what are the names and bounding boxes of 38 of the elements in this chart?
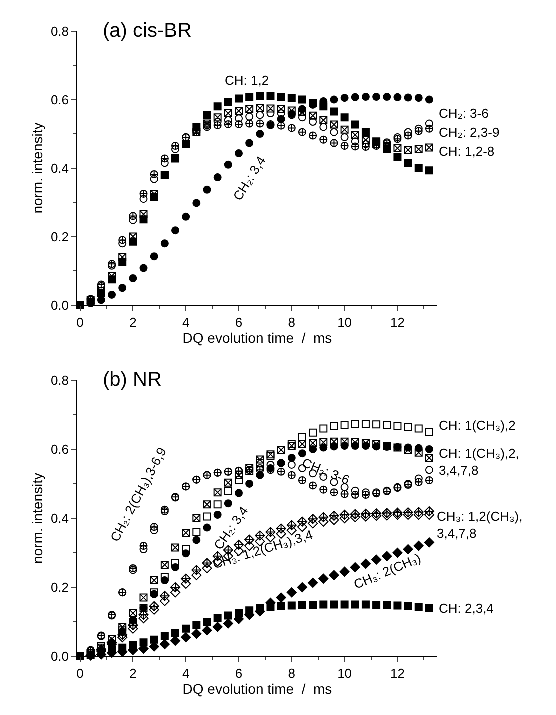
x-tick-label: 12 xyxy=(390,314,405,330)
y-tick-label: 0.4 xyxy=(50,511,70,526)
series-label: CH: 1(CH₃),2, 3,4,7,8 xyxy=(439,446,520,478)
x-tick-label: 4 xyxy=(182,666,190,682)
y-tick-label: 0.0 xyxy=(50,649,70,664)
x-tick-label: 2 xyxy=(130,314,137,330)
x-tick-label: 6 xyxy=(235,314,243,330)
x-tick-label: 10 xyxy=(338,314,352,330)
x-tick-label: 10 xyxy=(338,666,352,682)
series-label: CH₂: 3-6 xyxy=(439,106,489,121)
series-label: CH: 1,2 xyxy=(225,73,270,88)
y-tick-label: 0.2 xyxy=(50,580,70,596)
x-tick-label: 12 xyxy=(390,666,405,682)
x-tick-label: 2 xyxy=(130,666,137,682)
x-tick-label: 8 xyxy=(288,666,296,682)
x-axis-title: DQ evolution time / ms xyxy=(182,681,332,698)
y-axis-title: norm. intensity xyxy=(30,122,46,214)
y-tick-label: 0.4 xyxy=(50,160,70,176)
y-tick-label: 0.2 xyxy=(50,229,70,244)
series-label: CH₃: 1,2(CH₃), 3,4,7,8 xyxy=(437,509,523,541)
x-tick-label: 4 xyxy=(182,314,190,330)
series-label: CH: 1(CH₃),2 xyxy=(439,418,516,433)
series-label: CH: 2,3,4 xyxy=(439,601,494,616)
x-tick-label: 8 xyxy=(288,314,296,330)
x-tick-label: 0 xyxy=(76,314,84,330)
x-tick-label: 6 xyxy=(235,666,243,682)
y-tick-label: 0.8 xyxy=(50,373,70,388)
y-axis-title: norm. intensity xyxy=(30,472,46,564)
x-tick-label: 0 xyxy=(76,666,84,682)
series-label: CH₂: 2,3-9 xyxy=(439,125,500,140)
chart-title: (b) NR xyxy=(103,369,162,391)
y-tick-label: 0.8 xyxy=(50,24,70,39)
y-tick-label: 0.6 xyxy=(50,92,70,108)
x-axis-title: DQ evolution time / ms xyxy=(182,330,332,346)
series-label: CH: 1,2-8 xyxy=(439,144,495,159)
y-tick-label: 0.6 xyxy=(50,442,70,458)
chart-title: (a) cis-BR xyxy=(103,20,192,42)
y-tick-label: 0.0 xyxy=(50,298,70,313)
